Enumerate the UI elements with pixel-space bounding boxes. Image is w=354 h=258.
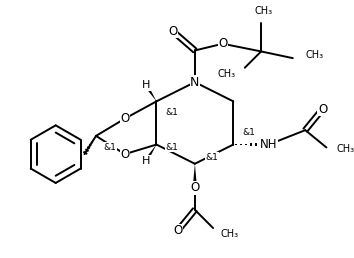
- Text: NH: NH: [260, 138, 278, 151]
- Text: CH₃: CH₃: [336, 144, 354, 154]
- Text: CH₃: CH₃: [255, 6, 273, 16]
- Text: H: H: [142, 80, 150, 90]
- Text: O: O: [318, 102, 327, 116]
- Text: O: O: [218, 37, 227, 50]
- Text: &1: &1: [205, 152, 218, 162]
- Text: &1: &1: [104, 143, 116, 152]
- Text: H: H: [142, 156, 150, 166]
- Text: O: O: [120, 112, 130, 125]
- Text: O: O: [173, 224, 182, 237]
- Text: CH₃: CH₃: [305, 50, 324, 60]
- Text: &1: &1: [242, 127, 255, 136]
- Text: CH₃: CH₃: [221, 229, 239, 239]
- Text: CH₃: CH₃: [217, 69, 235, 79]
- Polygon shape: [144, 144, 156, 162]
- Text: N: N: [190, 76, 200, 89]
- Text: &1: &1: [165, 143, 178, 152]
- Text: O: O: [168, 25, 177, 38]
- Text: &1: &1: [165, 108, 178, 117]
- Polygon shape: [144, 84, 156, 101]
- Polygon shape: [193, 164, 197, 188]
- Text: O: O: [120, 148, 130, 161]
- Text: O: O: [190, 181, 200, 194]
